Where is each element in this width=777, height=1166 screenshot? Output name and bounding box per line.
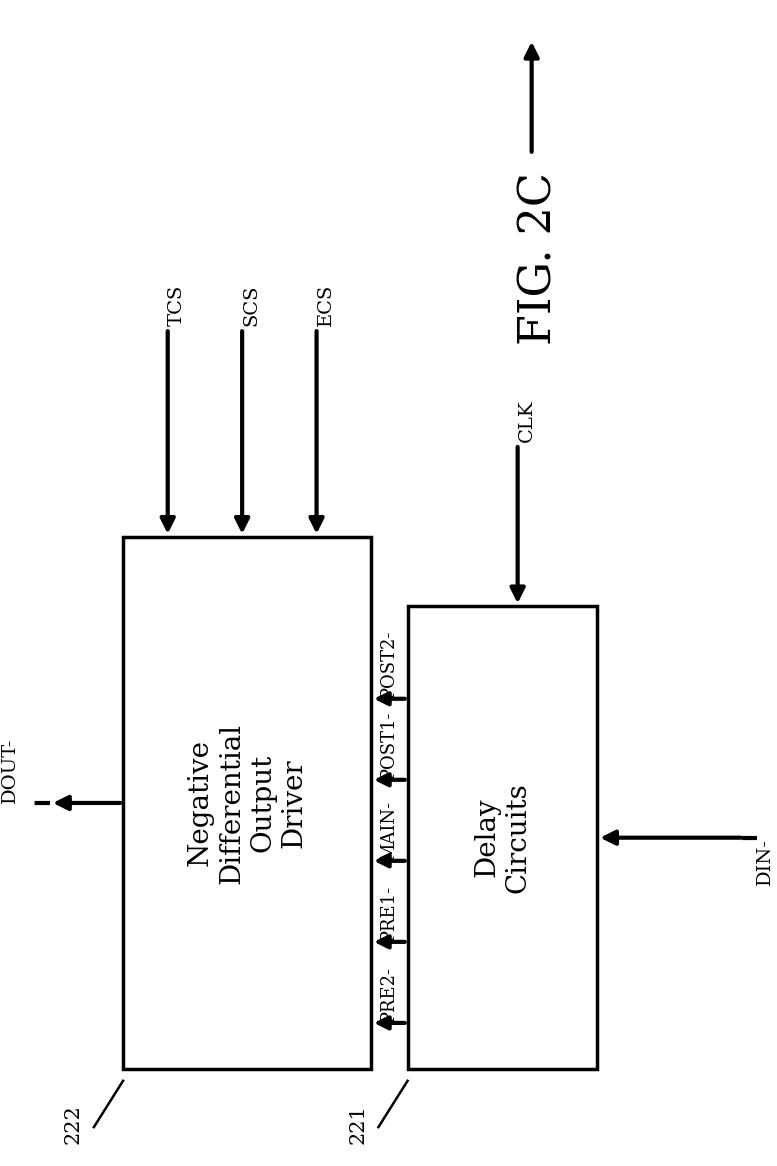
Text: Delay
Circuits: Delay Circuits: [473, 782, 531, 893]
Text: POST2-: POST2-: [381, 631, 399, 698]
Text: CLK: CLK: [517, 400, 535, 442]
Text: MAIN-: MAIN-: [381, 801, 399, 861]
Bar: [408, 606, 598, 1069]
Text: 222: 222: [64, 1104, 83, 1145]
Text: TCS: TCS: [168, 285, 186, 325]
Text: POST1-: POST1-: [381, 711, 399, 780]
Text: PRE1-: PRE1-: [381, 886, 399, 942]
Text: SCS: SCS: [242, 285, 260, 325]
Text: PRE2-: PRE2-: [381, 967, 399, 1023]
Text: Negative
Differential
Output
Driver: Negative Differential Output Driver: [186, 723, 308, 884]
Text: ECS: ECS: [316, 285, 335, 326]
Text: 221: 221: [348, 1104, 368, 1145]
Text: DIN-: DIN-: [756, 837, 774, 885]
Text: DOUT-: DOUT-: [1, 738, 19, 803]
Bar: [123, 536, 371, 1069]
Text: FIG. 2C: FIG. 2C: [517, 173, 560, 345]
